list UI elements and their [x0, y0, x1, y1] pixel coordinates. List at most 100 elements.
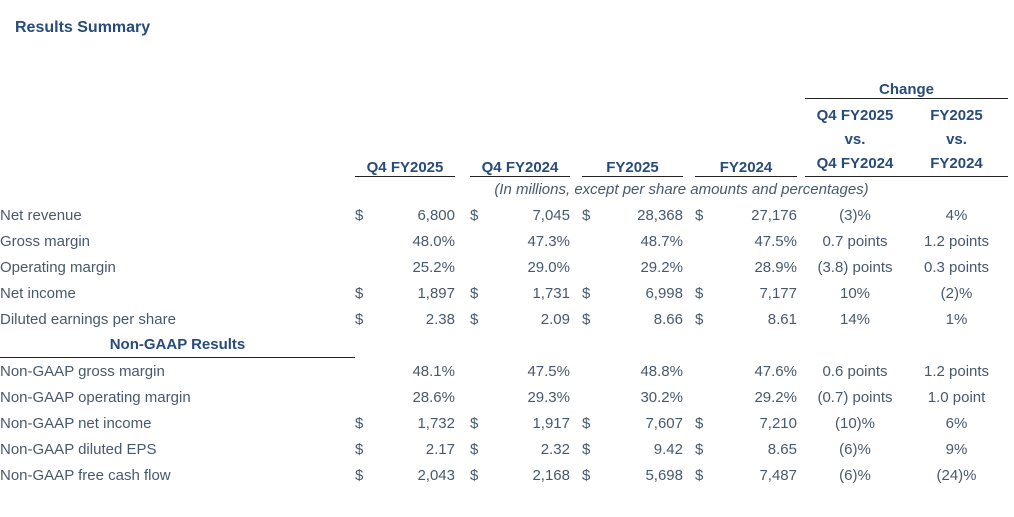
column-spacer	[570, 358, 582, 384]
edge-spacer	[1008, 70, 1014, 98]
change-value: 6%	[945, 414, 968, 432]
change-value: (10)%	[834, 414, 875, 432]
currency-symbol	[695, 384, 713, 410]
currency-symbol: $	[470, 310, 479, 328]
currency-symbol	[355, 358, 373, 384]
row-label: Gross margin	[0, 232, 91, 250]
edge-spacer	[1008, 202, 1014, 228]
column-spacer	[797, 436, 805, 462]
change-value: 1.2 points	[923, 362, 990, 380]
column-header-row: Q4 FY2025 Q4 FY2024 FY2025 FY2024 Q4 FY2…	[0, 98, 1014, 177]
currency-symbol: $	[695, 310, 704, 328]
results-table: Change Q4 FY2025 Q4 FY2024 FY2025 FY2024…	[0, 70, 1014, 488]
column-spacer	[455, 254, 470, 280]
column-spacer	[455, 436, 470, 462]
col-header-fy2024: FY2024	[695, 98, 797, 177]
currency-symbol: $	[695, 284, 704, 302]
currency-symbol: $	[355, 284, 364, 302]
currency-symbol	[582, 228, 600, 254]
cell-value: 1,897	[417, 284, 455, 302]
change-value: (0.7) points	[817, 388, 893, 406]
cell-value: 29.2%	[640, 258, 683, 276]
cell-value: 47.5%	[527, 362, 570, 380]
currency-symbol	[470, 384, 488, 410]
edge-spacer	[1008, 98, 1014, 176]
cell-value: 1,731	[532, 284, 570, 302]
column-spacer	[570, 202, 582, 228]
currency-symbol: $	[695, 440, 704, 458]
row-label: Non-GAAP free cash flow	[0, 466, 171, 484]
row-label: Non-GAAP gross margin	[0, 362, 165, 380]
note-row: (In millions, except per share amounts a…	[0, 176, 1014, 202]
cell-value: 48.0%	[412, 232, 455, 250]
change-col-header-line: Q4 FY2024	[816, 154, 894, 172]
change-value: 0.3 points	[923, 258, 990, 276]
table-row: Non-GAAP diluted EPS $2.17 $2.32 $9.42 $8.65…	[0, 436, 1014, 462]
cell-value: 1,732	[417, 414, 455, 432]
column-spacer	[797, 280, 805, 306]
cell-value: 6,800	[417, 206, 455, 224]
cell-value: 2,043	[417, 466, 455, 484]
change-value: 4%	[945, 206, 968, 224]
change-value: 10%	[839, 284, 871, 302]
change-value: (6)%	[839, 466, 871, 484]
results-summary-page: Results Summary Change Q4 FY2025	[0, 19, 1014, 517]
cell-value: 8.61	[767, 310, 797, 328]
cell-value: 48.8%	[640, 362, 683, 380]
currency-symbol	[355, 228, 373, 254]
column-spacer	[797, 384, 805, 410]
column-spacer	[797, 228, 805, 254]
table-row: Diluted earnings per share $2.38 $2.09 $8.6…	[0, 306, 1014, 332]
currency-symbol: $	[582, 284, 591, 302]
currency-symbol: $	[470, 206, 479, 224]
column-spacer	[455, 384, 470, 410]
cell-value: 8.65	[767, 440, 797, 458]
column-spacer	[683, 358, 695, 384]
currency-symbol: $	[355, 206, 364, 224]
column-spacer	[455, 202, 470, 228]
col-header-q4fy2024: Q4 FY2024	[470, 98, 570, 177]
edge-spacer	[1008, 280, 1014, 306]
edge-spacer	[1008, 410, 1014, 436]
column-spacer	[797, 306, 805, 332]
page-title: Results Summary	[15, 19, 151, 36]
section-header-label: Non-GAAP Results	[0, 332, 355, 358]
row-label: Non-GAAP operating margin	[0, 388, 191, 406]
column-spacer	[570, 254, 582, 280]
column-spacer	[683, 306, 695, 332]
change-value: (24)%	[936, 466, 977, 484]
column-spacer	[683, 228, 695, 254]
cell-value: 2.32	[540, 440, 570, 458]
currency-symbol	[695, 358, 713, 384]
change-value: 0.6 points	[822, 362, 888, 380]
edge-spacer	[1008, 358, 1014, 384]
table-row: Non-GAAP net income $1,732 $1,917 $7,607 $7,…	[0, 410, 1014, 436]
currency-symbol: $	[470, 414, 479, 432]
edge-spacer	[1008, 176, 1014, 202]
change-value: 9%	[945, 440, 968, 458]
section-header: Non-GAAP Results	[0, 332, 355, 358]
column-spacer	[797, 462, 805, 488]
currency-symbol: $	[582, 206, 591, 224]
cell-value: 29.3%	[527, 388, 570, 406]
cell-value: 7,607	[645, 414, 683, 432]
edge-spacer	[1008, 462, 1014, 488]
cell-value: 30.2%	[640, 388, 683, 406]
cell-value: 9.42	[653, 440, 683, 458]
cell-value: 8.66	[653, 310, 683, 328]
currency-symbol	[470, 254, 488, 280]
col-header-q4fy2025: Q4 FY2025	[355, 98, 455, 177]
currency-symbol	[582, 254, 600, 280]
currency-symbol: $	[582, 414, 591, 432]
row-label: Diluted earnings per share	[0, 310, 176, 328]
currency-symbol	[582, 358, 600, 384]
row-label: Operating margin	[0, 258, 116, 276]
column-spacer	[797, 254, 805, 280]
cell-value: 47.5%	[754, 232, 797, 250]
edge-spacer	[1008, 384, 1014, 410]
currency-symbol: $	[582, 466, 591, 484]
change-col-header-line: FY2025	[930, 106, 983, 124]
currency-symbol	[695, 254, 713, 280]
change-value: 1.0 point	[927, 388, 986, 406]
column-spacer	[570, 462, 582, 488]
